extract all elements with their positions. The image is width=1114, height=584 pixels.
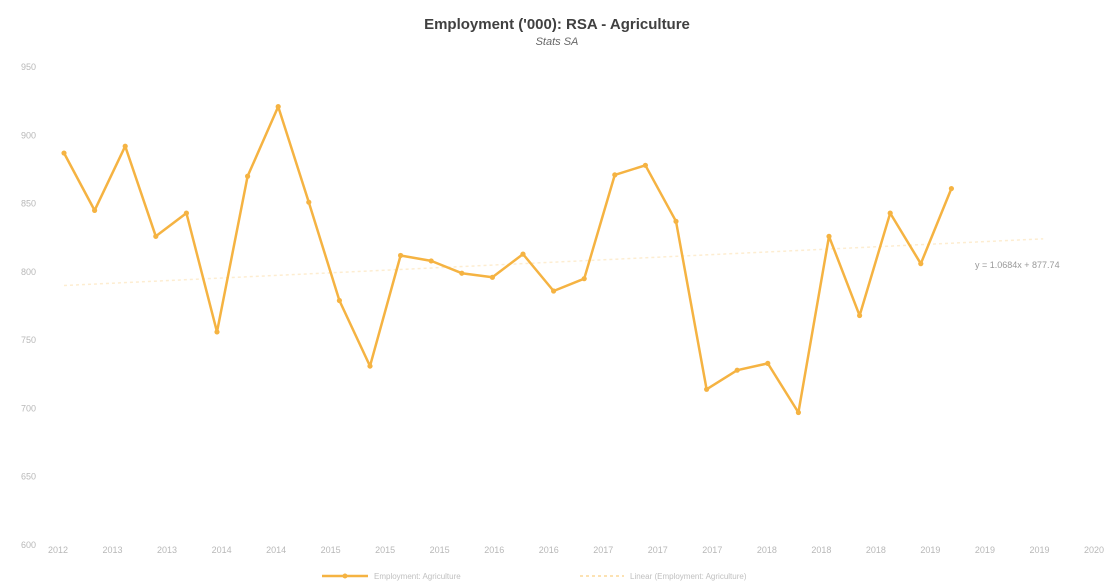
data-point: [826, 233, 832, 239]
x-tick-label: 2014: [266, 545, 286, 555]
data-point: [214, 329, 220, 335]
data-point: [245, 173, 251, 179]
y-tick-label: 950: [21, 62, 36, 72]
data-point: [489, 274, 495, 280]
x-tick-label: 2017: [648, 545, 668, 555]
data-point: [612, 172, 618, 178]
data-point: [795, 409, 802, 416]
data-point: [734, 367, 740, 373]
data-point: [367, 363, 373, 369]
y-axis-ticks: 950 900 850 800 750 700 650 600: [21, 62, 36, 550]
x-tick-label: 2019: [1029, 545, 1049, 555]
x-tick-label: 2019: [920, 545, 940, 555]
x-tick-label: 2020: [1084, 545, 1104, 555]
data-point: [459, 270, 465, 276]
x-tick-label: 2013: [157, 545, 177, 555]
data-point: [765, 360, 771, 366]
data-point: [673, 218, 679, 224]
x-axis-ticks: 2012 2013 2013 2014 2014 2015 2015 2015 2016 2016…: [48, 545, 1104, 555]
legend-label-trend: Linear (Employment: Agriculture): [630, 572, 747, 581]
legend: Employment: Agriculture Linear (Employme…: [322, 572, 747, 581]
y-tick-label: 750: [21, 335, 36, 345]
data-point: [306, 199, 312, 205]
data-point: [918, 261, 924, 267]
x-tick-label: 2017: [593, 545, 613, 555]
x-tick-label: 2018: [811, 545, 831, 555]
x-tick-label: 2013: [103, 545, 123, 555]
trendline: [63, 238, 1044, 287]
data-point: [642, 162, 649, 168]
legend-marker-series: [342, 573, 348, 579]
x-tick-label: 2015: [430, 545, 450, 555]
data-point: [183, 210, 189, 216]
trendline-equation: y = 1.0684x + 877.74: [975, 260, 1060, 270]
x-tick-label: 2017: [702, 545, 722, 555]
data-point: [122, 143, 128, 149]
series-line: [62, 105, 953, 414]
data-point: [336, 297, 342, 304]
y-tick-label: 600: [21, 540, 36, 550]
x-tick-label: 2018: [866, 545, 886, 555]
data-point: [275, 104, 281, 110]
x-tick-label: 2019: [975, 545, 995, 555]
data-point: [581, 276, 587, 282]
data-point: [857, 312, 863, 319]
x-tick-label: 2015: [321, 545, 341, 555]
y-tick-label: 650: [21, 472, 36, 482]
series-employment: [61, 104, 955, 416]
x-tick-label: 2016: [484, 545, 504, 555]
y-tick-label: 850: [21, 199, 36, 209]
data-point: [153, 233, 159, 239]
legend-label-series: Employment: Agriculture: [374, 572, 461, 581]
x-tick-label: 2018: [757, 545, 777, 555]
chart-title: Employment ('000): RSA - Agriculture: [424, 16, 690, 33]
trendline-line: [63, 238, 1044, 287]
x-tick-label: 2016: [539, 545, 559, 555]
data-point: [92, 207, 98, 213]
x-tick-label: 2015: [375, 545, 395, 555]
data-point: [428, 258, 434, 264]
data-point: [704, 386, 710, 392]
chart-subtitle: Stats SA: [535, 36, 579, 48]
y-tick-label: 700: [21, 403, 36, 413]
data-point: [61, 150, 67, 156]
data-point: [398, 252, 404, 259]
x-tick-label: 2012: [48, 545, 68, 555]
y-tick-label: 900: [21, 130, 36, 140]
data-point: [551, 288, 557, 294]
data-point: [948, 185, 955, 192]
x-tick-label: 2014: [212, 545, 232, 555]
data-point: [520, 251, 526, 257]
data-point: [887, 210, 893, 216]
y-tick-label: 800: [21, 267, 36, 277]
